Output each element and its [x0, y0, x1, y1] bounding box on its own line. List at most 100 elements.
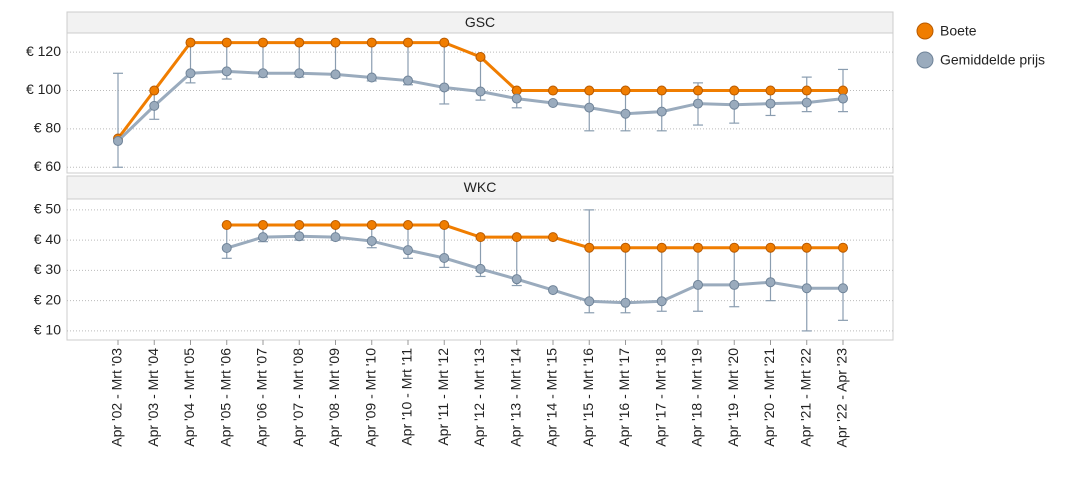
data-point: [258, 68, 268, 79]
data-point: [838, 93, 848, 104]
data-point: [149, 100, 160, 111]
x-tick-label: Apr '20 - Mrt '21: [761, 348, 777, 447]
data-point: [765, 242, 776, 253]
data-point: [475, 232, 486, 243]
data-point: [620, 297, 631, 308]
facet-title: WKC: [464, 179, 497, 195]
y-tick-label: € 50: [34, 201, 61, 217]
data-point: [221, 66, 232, 77]
data-point: [366, 37, 377, 48]
legend-marker: [916, 22, 934, 40]
x-tick-label: Apr '12 - Mrt '13: [471, 348, 487, 447]
data-point: [693, 279, 703, 290]
data-point: [511, 93, 522, 104]
data-point: [366, 220, 377, 231]
data-point: [330, 69, 341, 80]
x-tick-label: Apr '13 - Mrt '14: [507, 348, 523, 447]
data-point: [221, 243, 232, 254]
x-tick-label: Apr '02 - Mrt '03: [109, 348, 125, 447]
data-point: [330, 220, 341, 231]
x-tick-label: Apr '16 - Mrt '17: [616, 348, 632, 447]
x-tick-label: Apr '18 - Mrt '19: [689, 348, 705, 447]
data-point: [403, 245, 413, 256]
data-point: [439, 82, 450, 93]
data-point: [403, 75, 413, 86]
data-point: [149, 85, 160, 96]
data-point: [801, 97, 812, 108]
data-point: [584, 242, 595, 253]
data-point: [330, 37, 341, 48]
data-point: [729, 85, 740, 96]
y-tick-label: € 80: [34, 120, 61, 136]
data-point: [729, 279, 740, 290]
series-line: [226, 234, 843, 305]
legend-marker: [916, 51, 934, 69]
data-point: [584, 102, 595, 113]
x-tick-label: Apr '19 - Mrt '20: [725, 348, 741, 447]
y-tick-label: € 120: [26, 43, 61, 59]
x-tick-label: Apr '03 - Mrt '04: [145, 348, 161, 447]
data-point: [656, 85, 667, 96]
y-tick-label: € 20: [34, 291, 61, 307]
data-point: [620, 242, 631, 253]
data-point: [439, 220, 450, 231]
y-tick-label: € 30: [34, 261, 61, 277]
data-point: [221, 37, 232, 48]
data-point: [729, 99, 740, 110]
data-point: [620, 85, 631, 96]
data-point: [511, 274, 522, 285]
x-tick-label: Apr '14 - Mrt '15: [544, 348, 560, 447]
data-point: [258, 220, 268, 231]
data-point: [693, 242, 703, 253]
data-point: [548, 232, 558, 243]
x-tick-label: Apr '22 - Apr '23: [834, 348, 850, 448]
data-point: [403, 220, 413, 231]
data-point: [403, 37, 413, 48]
legend-label: Gemiddelde prijs: [940, 52, 1045, 68]
data-point: [548, 85, 558, 96]
x-tick-label: Apr '05 - Mrt '06: [217, 348, 233, 447]
data-point: [185, 37, 196, 48]
data-point: [765, 277, 776, 288]
data-point: [584, 296, 595, 307]
legend-label: Boete: [940, 23, 977, 39]
y-tick-label: € 40: [34, 231, 61, 247]
data-point: [113, 135, 123, 146]
data-point: [258, 37, 268, 48]
data-point: [801, 283, 812, 294]
x-tick-label: Apr '11 - Mrt '12: [435, 348, 451, 446]
data-point: [221, 220, 232, 231]
data-point: [475, 263, 486, 274]
data-point: [693, 85, 703, 96]
x-tick-label: Apr '09 - Mrt '10: [362, 348, 378, 447]
x-tick-label: Apr '07 - Mrt '08: [290, 348, 306, 447]
data-point: [656, 242, 667, 253]
x-tick-label: Apr '06 - Mrt '07: [254, 348, 270, 447]
data-point: [729, 242, 740, 253]
x-tick-label: Apr '15 - Mrt '16: [580, 348, 596, 447]
data-point: [439, 253, 450, 264]
data-point: [511, 232, 522, 243]
data-point: [294, 68, 305, 79]
y-tick-label: € 100: [26, 81, 61, 97]
data-point: [656, 106, 667, 117]
data-point: [801, 242, 812, 253]
data-point: [693, 98, 703, 109]
data-point: [439, 37, 450, 48]
data-point: [838, 283, 848, 294]
x-tick-label: Apr '08 - Mrt '09: [326, 348, 342, 447]
data-point: [765, 85, 776, 96]
data-point: [258, 232, 268, 243]
data-point: [475, 86, 486, 97]
x-tick-label: Apr '21 - Mrt '22: [797, 348, 813, 447]
plot-area: [66, 32, 894, 174]
x-tick-label: Apr '04 - Mrt '05: [181, 348, 197, 447]
data-point: [294, 37, 305, 48]
data-point: [366, 72, 377, 83]
data-point: [801, 85, 812, 96]
data-point: [294, 231, 305, 242]
data-point: [620, 108, 631, 119]
data-point: [330, 232, 341, 243]
data-point: [475, 51, 486, 62]
